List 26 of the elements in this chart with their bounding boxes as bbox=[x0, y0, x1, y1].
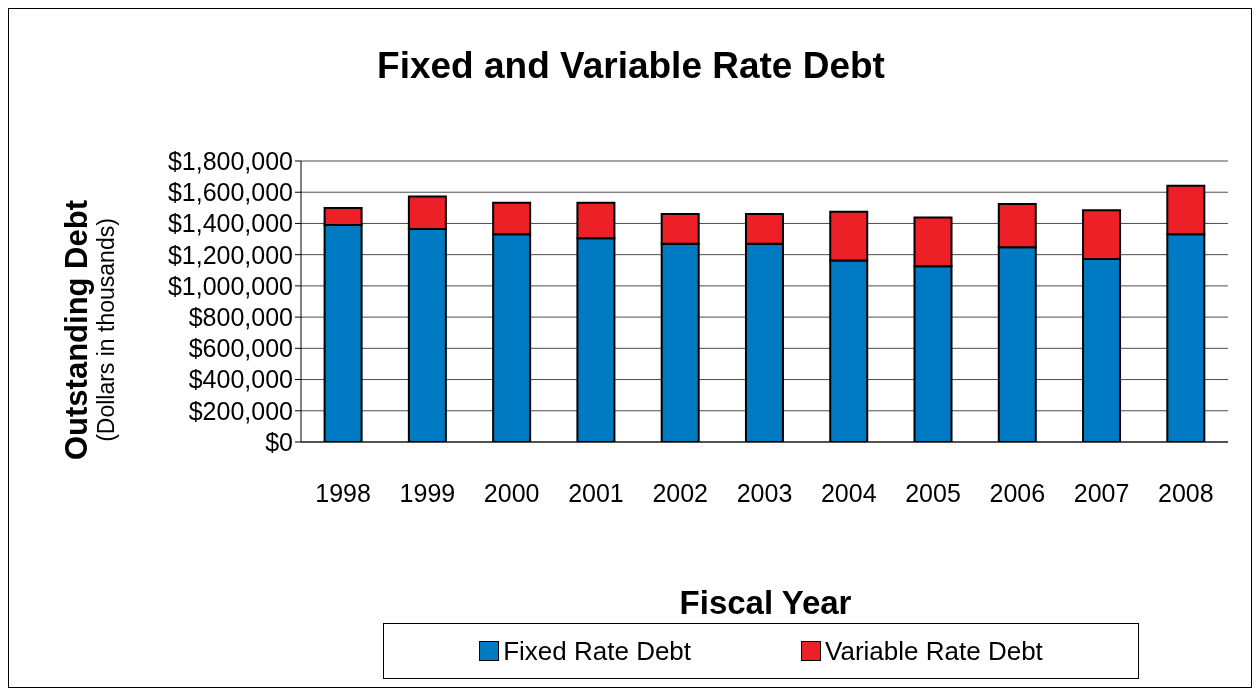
x-tick-label: 2001 bbox=[568, 478, 624, 507]
y-tick-label: $1,600,000 bbox=[167, 178, 293, 207]
y-tick-label: $1,200,000 bbox=[167, 240, 293, 269]
y-tick-label: $400,000 bbox=[188, 365, 293, 394]
y-tick-label: $800,000 bbox=[188, 302, 293, 331]
x-tick-label: 2003 bbox=[736, 478, 793, 507]
x-tick-label: 2000 bbox=[483, 478, 540, 507]
y-tick-label: $1,400,000 bbox=[167, 209, 293, 238]
y-tick-label: $0 bbox=[265, 427, 293, 456]
y-tick-label: $200,000 bbox=[188, 396, 293, 425]
x-tick-label: 2006 bbox=[989, 478, 1046, 507]
x-tick-label: 2007 bbox=[1073, 478, 1130, 507]
y-axis-title: Outstanding Debt (Dollars in thousands) bbox=[58, 199, 119, 461]
x-tick-label: 2004 bbox=[820, 478, 877, 507]
legend-label: Variable Rate Debt bbox=[824, 635, 1043, 667]
chart-title: Fixed and Variable Rate Debt bbox=[376, 45, 886, 87]
x-tick-label: 1998 bbox=[315, 478, 371, 507]
x-tick-label: 2008 bbox=[1158, 478, 1214, 507]
x-tick-label: 2005 bbox=[905, 478, 961, 507]
y-tick-label: $1,800,000 bbox=[167, 146, 293, 175]
y-tick-label: $600,000 bbox=[188, 334, 293, 363]
x-tick-label: 2002 bbox=[652, 478, 709, 507]
y-tick-label: $1,000,000 bbox=[167, 271, 293, 300]
x-tick-label: 1999 bbox=[399, 478, 456, 507]
legend-label: Fixed Rate Debt bbox=[502, 635, 692, 667]
x-axis-title: Fiscal Year bbox=[678, 584, 853, 622]
